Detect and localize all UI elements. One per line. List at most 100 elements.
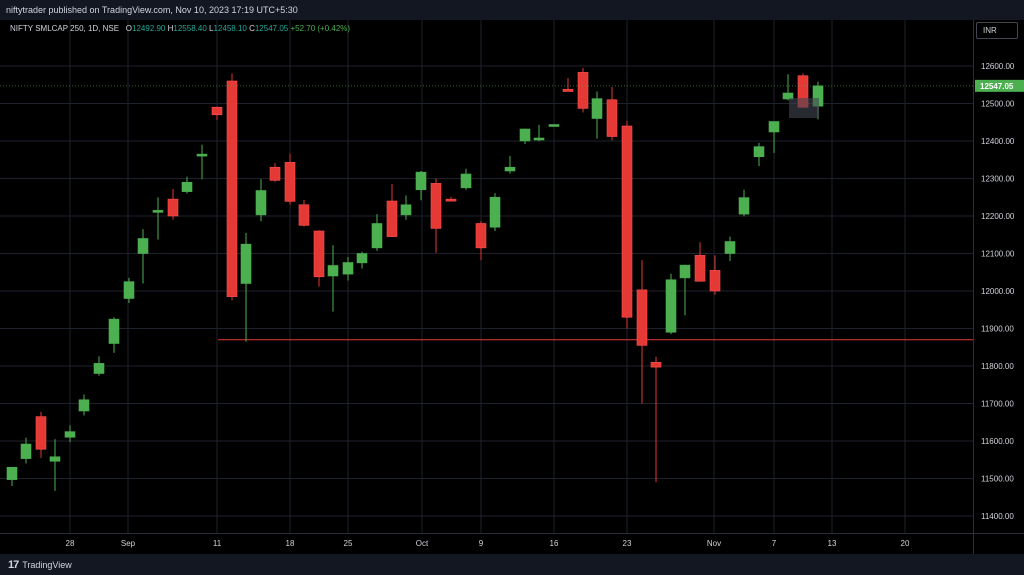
candle[interactable] [123,277,135,303]
legend-close-value: 12547.05 [254,24,289,33]
candle[interactable] [460,168,472,190]
grid-lines [0,20,973,533]
candle-body [460,173,472,189]
candle[interactable] [298,199,310,227]
candle[interactable] [694,242,706,282]
candle[interactable] [562,78,574,92]
price-tick-label: 12300.00 [981,175,1015,184]
candle[interactable] [753,142,765,167]
price-tick-label: 11400.00 [981,512,1014,521]
currency-button[interactable]: INR [976,22,1018,39]
candle[interactable] [327,245,339,312]
price-tick-label: 12100.00 [981,250,1015,259]
candle[interactable] [35,411,47,458]
candle[interactable] [475,220,487,261]
candle[interactable] [240,232,252,342]
candle-body [371,223,383,249]
candle[interactable] [342,256,354,281]
price-tick-label: 11500.00 [981,475,1014,484]
candle[interactable] [386,184,398,237]
candle[interactable] [255,179,267,222]
candle[interactable] [489,193,501,231]
candle-body [738,197,750,215]
time-tick-label: 7 [772,539,777,548]
candle[interactable] [650,356,662,483]
candle[interactable] [20,437,32,464]
candle-body [152,210,164,213]
candle-body [724,241,736,254]
chart-area[interactable] [0,20,973,533]
candle[interactable] [269,163,281,182]
candle[interactable] [738,189,750,217]
candle-body [226,80,238,297]
candle-body [621,125,633,318]
legend-symbol: NIFTY SMLCAP 250, 1D, NSE [10,24,120,33]
candle[interactable] [211,106,223,121]
time-axis[interactable]: 28 Sep 11 18 25 Oct 9 16 23 Nov 7 13 20 [0,533,973,554]
candle-body [430,183,442,229]
candle-body [577,72,589,109]
selection-box[interactable] [789,98,819,118]
time-axis-labels: 28 Sep 11 18 25 Oct 9 16 23 Nov 7 13 20 [66,539,910,548]
candle[interactable] [415,171,427,201]
candle[interactable] [108,317,120,353]
candle[interactable] [49,439,61,491]
candle-body [93,363,105,374]
candle[interactable] [621,120,633,329]
candle[interactable] [137,229,149,284]
candle-body [255,190,267,216]
candle-body [327,265,339,277]
candle[interactable] [636,260,648,404]
candle[interactable] [196,144,208,180]
candle[interactable] [709,255,721,295]
candle[interactable] [591,91,603,139]
candle[interactable] [371,214,383,251]
time-tick-label: 18 [286,539,295,548]
candle[interactable] [430,178,442,253]
candle[interactable] [445,196,457,202]
legend-low-value: 12458.10 [213,24,247,33]
candle-body [504,166,516,172]
candle[interactable] [93,356,105,376]
publisher-bar: niftytrader published on TradingView.com… [0,0,1024,20]
candle-body [196,153,208,157]
price-tick-label: 12200.00 [981,212,1015,221]
candle[interactable] [519,128,531,144]
legend-high-value: 12558.40 [173,24,207,33]
candle[interactable] [313,230,325,287]
candle-body [694,255,706,282]
candlestick-chart[interactable] [0,20,973,533]
candle[interactable] [606,87,618,141]
candle[interactable] [6,466,18,486]
candle[interactable] [284,153,296,205]
price-tick-label: 12000.00 [981,287,1015,296]
price-tick-label: 12600.00 [981,62,1015,71]
candle[interactable] [768,121,780,154]
candle[interactable] [400,195,412,220]
candle[interactable] [226,73,238,301]
legend-close-label: C [249,24,255,33]
candle[interactable] [152,197,164,240]
candle[interactable] [679,264,691,316]
price-tick-label: 12400.00 [981,137,1015,146]
candle[interactable] [356,251,368,269]
time-tick-label: 11 [213,539,222,548]
candle[interactable] [548,124,560,127]
candle-body [489,196,501,228]
candle[interactable] [533,124,545,141]
candle-body [35,416,47,450]
candle[interactable] [181,176,193,194]
time-tick-label: 13 [828,539,837,548]
candle[interactable] [782,74,794,101]
footer-bar: 17 TradingView [0,554,1024,575]
time-tick-label: Sep [121,539,136,548]
candle[interactable] [504,156,516,174]
candle[interactable] [665,273,677,335]
candle[interactable] [577,67,589,113]
candle[interactable] [78,394,90,416]
candle-body [20,443,32,459]
price-axis[interactable]: 11400.00 11500.00 11600.00 11700.00 11800.00… [973,20,1024,533]
candle[interactable] [167,189,179,220]
candle[interactable] [64,425,76,443]
candle[interactable] [724,236,736,261]
